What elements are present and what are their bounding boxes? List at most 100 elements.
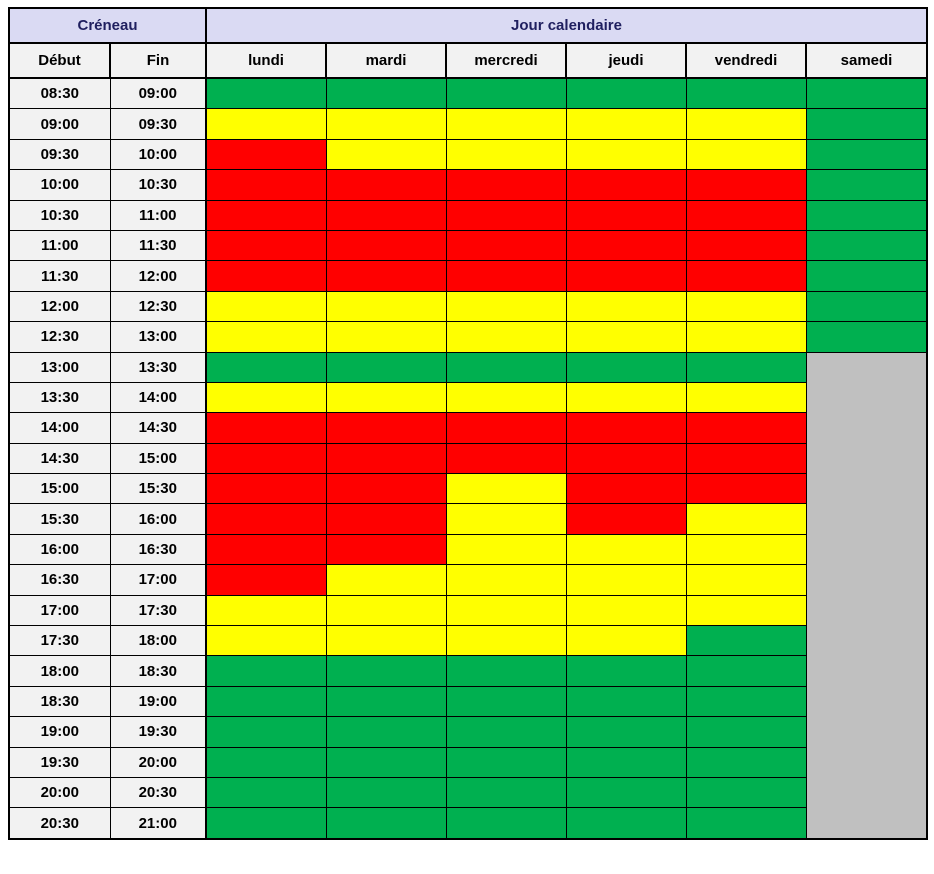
slot-samedi-0930[interactable]: [805, 138, 928, 171]
slot-vendredi-1100[interactable]: [685, 229, 807, 262]
slot-mardi-2000[interactable]: [325, 776, 447, 809]
slot-lundi-1830[interactable]: [205, 685, 327, 718]
slot-mardi-0930[interactable]: [325, 138, 447, 171]
slot-mercredi-1930[interactable]: [445, 746, 567, 778]
slot-jeudi-1100[interactable]: [565, 229, 687, 262]
slot-vendredi-1300[interactable]: [685, 351, 807, 383]
slot-vendredi-0930[interactable]: [685, 138, 807, 171]
slot-mercredi-1300[interactable]: [445, 351, 567, 383]
slot-mardi-1100[interactable]: [325, 229, 447, 262]
slot-vendredi-0900[interactable]: [685, 108, 807, 140]
slot-lundi-1300[interactable]: [205, 351, 327, 383]
slot-jeudi-1230[interactable]: [565, 321, 687, 353]
slot-mardi-1830[interactable]: [325, 685, 447, 718]
slot-vendredi-1000[interactable]: [685, 169, 807, 201]
slot-mercredi-1230[interactable]: [445, 321, 567, 353]
slot-mardi-1800[interactable]: [325, 655, 447, 687]
slot-vendredi-1600[interactable]: [685, 533, 807, 566]
slot-lundi-1130[interactable]: [205, 260, 327, 292]
slot-lundi-1000[interactable]: [205, 169, 327, 201]
slot-mercredi-1030[interactable]: [445, 199, 567, 231]
slot-mardi-1030[interactable]: [325, 199, 447, 231]
slot-samedi-1130[interactable]: [805, 260, 928, 292]
slot-vendredi-1330[interactable]: [685, 381, 807, 414]
slot-mercredi-1800[interactable]: [445, 655, 567, 687]
slot-jeudi-1000[interactable]: [565, 169, 687, 201]
slot-jeudi-0930[interactable]: [565, 138, 687, 171]
slot-mardi-2030[interactable]: [325, 807, 447, 840]
slot-lundi-1530[interactable]: [205, 503, 327, 535]
slot-lundi-1400[interactable]: [205, 412, 327, 444]
slot-mardi-1530[interactable]: [325, 503, 447, 535]
slot-vendredi-1530[interactable]: [685, 503, 807, 535]
slot-mercredi-1130[interactable]: [445, 260, 567, 292]
slot-lundi-1900[interactable]: [205, 716, 327, 748]
slot-lundi-2000[interactable]: [205, 776, 327, 809]
slot-mardi-1600[interactable]: [325, 533, 447, 566]
slot-mardi-1700[interactable]: [325, 594, 447, 627]
slot-vendredi-1400[interactable]: [685, 412, 807, 444]
slot-mardi-1900[interactable]: [325, 716, 447, 748]
slot-vendredi-1230[interactable]: [685, 321, 807, 353]
slot-mercredi-1630[interactable]: [445, 564, 567, 596]
slot-mardi-1730[interactable]: [325, 625, 447, 657]
slot-jeudi-1900[interactable]: [565, 716, 687, 748]
slot-vendredi-1630[interactable]: [685, 564, 807, 596]
slot-lundi-1500[interactable]: [205, 473, 327, 505]
slot-lundi-1230[interactable]: [205, 321, 327, 353]
slot-vendredi-1930[interactable]: [685, 746, 807, 778]
slot-mercredi-1500[interactable]: [445, 473, 567, 505]
slot-vendredi-1900[interactable]: [685, 716, 807, 748]
slot-vendredi-1200[interactable]: [685, 290, 807, 323]
slot-jeudi-1500[interactable]: [565, 473, 687, 505]
slot-samedi-unavailable-block[interactable]: [805, 351, 928, 840]
slot-samedi-1200[interactable]: [805, 290, 928, 323]
slot-jeudi-1300[interactable]: [565, 351, 687, 383]
slot-vendredi-1830[interactable]: [685, 685, 807, 718]
slot-lundi-1030[interactable]: [205, 199, 327, 231]
slot-samedi-1100[interactable]: [805, 229, 928, 262]
slot-lundi-1630[interactable]: [205, 564, 327, 596]
slot-mercredi-0930[interactable]: [445, 138, 567, 171]
slot-mercredi-1200[interactable]: [445, 290, 567, 323]
slot-mardi-1930[interactable]: [325, 746, 447, 778]
slot-mercredi-2030[interactable]: [445, 807, 567, 840]
slot-lundi-1330[interactable]: [205, 381, 327, 414]
slot-jeudi-1630[interactable]: [565, 564, 687, 596]
slot-mercredi-1730[interactable]: [445, 625, 567, 657]
slot-vendredi-1430[interactable]: [685, 442, 807, 475]
slot-vendredi-1500[interactable]: [685, 473, 807, 505]
slot-vendredi-0830[interactable]: [685, 77, 807, 110]
slot-jeudi-1530[interactable]: [565, 503, 687, 535]
slot-mardi-1330[interactable]: [325, 381, 447, 414]
slot-vendredi-1800[interactable]: [685, 655, 807, 687]
slot-lundi-2030[interactable]: [205, 807, 327, 840]
slot-mardi-1230[interactable]: [325, 321, 447, 353]
slot-mercredi-1100[interactable]: [445, 229, 567, 262]
slot-mardi-1000[interactable]: [325, 169, 447, 201]
slot-lundi-1430[interactable]: [205, 442, 327, 475]
slot-vendredi-2000[interactable]: [685, 776, 807, 809]
slot-jeudi-1430[interactable]: [565, 442, 687, 475]
slot-lundi-1700[interactable]: [205, 594, 327, 627]
slot-jeudi-1330[interactable]: [565, 381, 687, 414]
slot-vendredi-1030[interactable]: [685, 199, 807, 231]
slot-samedi-1030[interactable]: [805, 199, 928, 231]
slot-mercredi-1600[interactable]: [445, 533, 567, 566]
slot-vendredi-2030[interactable]: [685, 807, 807, 840]
slot-lundi-1600[interactable]: [205, 533, 327, 566]
slot-mercredi-1400[interactable]: [445, 412, 567, 444]
slot-mardi-1200[interactable]: [325, 290, 447, 323]
slot-mardi-0830[interactable]: [325, 77, 447, 110]
slot-samedi-0830[interactable]: [805, 77, 928, 110]
slot-lundi-1200[interactable]: [205, 290, 327, 323]
slot-jeudi-1130[interactable]: [565, 260, 687, 292]
slot-mardi-1400[interactable]: [325, 412, 447, 444]
slot-mercredi-1530[interactable]: [445, 503, 567, 535]
slot-vendredi-1130[interactable]: [685, 260, 807, 292]
slot-vendredi-1730[interactable]: [685, 625, 807, 657]
slot-jeudi-1600[interactable]: [565, 533, 687, 566]
slot-mercredi-1700[interactable]: [445, 594, 567, 627]
slot-jeudi-0900[interactable]: [565, 108, 687, 140]
slot-mercredi-1830[interactable]: [445, 685, 567, 718]
